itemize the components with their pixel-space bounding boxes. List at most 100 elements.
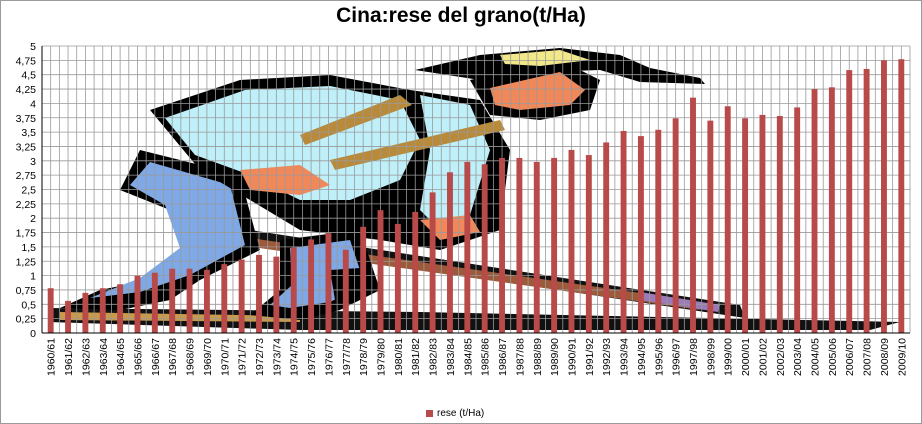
bar bbox=[394, 223, 401, 333]
x-tick-label: 1991/92 bbox=[584, 338, 596, 376]
x-tick-label: 1967/68 bbox=[167, 338, 179, 376]
x-tick-label: 1974/75 bbox=[289, 338, 301, 376]
y-tick-label: 0,75 bbox=[16, 285, 37, 297]
x-tick-label: 2003/04 bbox=[792, 338, 804, 376]
y-tick-label: 4 bbox=[30, 98, 36, 110]
y-tick-label: 2,75 bbox=[16, 170, 37, 182]
bar bbox=[256, 254, 262, 333]
x-tick-label: 1987/88 bbox=[514, 338, 526, 376]
x-tick-label: 1994/95 bbox=[636, 338, 648, 376]
y-tick-label: 1,5 bbox=[21, 242, 36, 254]
bar bbox=[690, 97, 696, 333]
y-tick-label: 5 bbox=[30, 41, 36, 53]
bar bbox=[342, 249, 349, 333]
bar bbox=[134, 275, 141, 333]
bar bbox=[221, 264, 228, 333]
legend-swatch bbox=[426, 410, 433, 417]
bar bbox=[203, 269, 210, 333]
legend-label: rese (t/Ha) bbox=[437, 408, 485, 419]
x-tick-label: 1966/67 bbox=[150, 338, 162, 376]
x-tick-label: 1968/69 bbox=[185, 338, 197, 376]
x-tick-label: 1963/64 bbox=[98, 338, 110, 376]
x-tick-label: 1984/85 bbox=[462, 338, 474, 376]
bar bbox=[516, 157, 523, 333]
bar bbox=[65, 300, 71, 333]
x-tick-label: 1971/72 bbox=[237, 338, 249, 376]
bar bbox=[412, 211, 419, 333]
bar bbox=[377, 210, 384, 333]
x-tick-label: 1973/74 bbox=[271, 338, 283, 376]
x-tick-label: 1981/82 bbox=[410, 338, 422, 376]
bar bbox=[828, 87, 835, 333]
x-tick-label: 1995/96 bbox=[653, 338, 665, 376]
bar bbox=[151, 272, 158, 333]
y-tick-label: 2 bbox=[30, 213, 36, 225]
y-tick-label: 1,25 bbox=[16, 256, 37, 268]
bar bbox=[620, 130, 627, 333]
x-tick-label: 1992/93 bbox=[601, 338, 613, 376]
y-tick-label: 0,5 bbox=[21, 299, 36, 311]
x-tick-label: 1964/65 bbox=[115, 338, 127, 376]
y-tick-label: 0 bbox=[30, 328, 36, 340]
bar bbox=[290, 247, 297, 333]
bar bbox=[360, 226, 367, 333]
bar bbox=[863, 68, 870, 334]
bar bbox=[429, 192, 436, 333]
x-tick-label: 1985/86 bbox=[480, 338, 492, 376]
x-tick-label: 1989/90 bbox=[549, 338, 561, 376]
bar bbox=[169, 268, 176, 333]
bar bbox=[533, 161, 540, 333]
x-tick-label: 1962/63 bbox=[80, 338, 92, 376]
bar bbox=[464, 161, 471, 333]
x-tick-label: 1977/78 bbox=[341, 338, 353, 376]
x-tick-label: 1982/83 bbox=[428, 338, 440, 376]
x-tick-label: 2002/03 bbox=[775, 338, 787, 376]
y-tick-label: 3,5 bbox=[21, 127, 36, 139]
bar bbox=[568, 149, 575, 333]
y-axis: 0 0,25 0,5 0,75 1 1,25 1,5 1,75 2 2,25 2,5 2,75 3 3,2… bbox=[16, 41, 43, 340]
x-tick-label: 2001/02 bbox=[757, 338, 769, 376]
x-tick-label: 1999/00 bbox=[723, 338, 735, 376]
bar bbox=[273, 256, 280, 333]
y-tick-label: 1,75 bbox=[16, 228, 37, 240]
x-tick-label: 1993/94 bbox=[619, 338, 631, 376]
y-tick-label: 3,25 bbox=[16, 141, 37, 153]
x-tick-label: 1990/91 bbox=[566, 338, 578, 376]
x-tick-label: 1960/61 bbox=[46, 338, 58, 376]
y-tick-label: 4,25 bbox=[16, 84, 37, 96]
bar bbox=[846, 70, 853, 333]
bar bbox=[707, 120, 714, 334]
bar bbox=[794, 107, 801, 333]
y-tick-label: 3,75 bbox=[16, 113, 37, 125]
chart-title: Cina:rese del grano(t/Ha) bbox=[336, 4, 586, 27]
x-tick-label: 2007/08 bbox=[862, 338, 874, 376]
bar bbox=[308, 239, 315, 333]
x-tick-label: 2004/05 bbox=[810, 338, 822, 376]
x-tick-label: 1986/87 bbox=[497, 338, 509, 376]
x-tick-label: 2005/06 bbox=[827, 338, 839, 376]
y-tick-label: 2,5 bbox=[21, 185, 36, 197]
x-tick-label: 1975/76 bbox=[306, 338, 318, 376]
bar bbox=[99, 288, 106, 333]
bar bbox=[724, 106, 731, 334]
x-tick-label: 1996/97 bbox=[671, 338, 683, 376]
x-tick-label: 1980/81 bbox=[393, 338, 405, 376]
x-tick-label: 1997/98 bbox=[688, 338, 700, 376]
bar bbox=[551, 157, 558, 333]
y-tick-label: 4,75 bbox=[16, 55, 37, 67]
x-tick-label: 1970/71 bbox=[219, 338, 231, 376]
bar bbox=[481, 164, 488, 333]
x-tick-label: 2008/09 bbox=[879, 338, 891, 376]
bar bbox=[637, 136, 644, 333]
y-tick-label: 4,5 bbox=[21, 70, 36, 82]
legend: rese (t/Ha) bbox=[426, 408, 484, 419]
bar bbox=[186, 268, 193, 333]
x-tick-label: 1969/70 bbox=[202, 338, 214, 376]
x-tick-label: 1978/79 bbox=[358, 338, 370, 376]
bar bbox=[655, 129, 662, 333]
x-tick-label: 1961/62 bbox=[63, 338, 75, 376]
x-tick-label: 1998/99 bbox=[705, 338, 717, 376]
bar bbox=[585, 155, 592, 333]
bar bbox=[603, 142, 610, 333]
y-tick-label: 3 bbox=[30, 156, 36, 168]
